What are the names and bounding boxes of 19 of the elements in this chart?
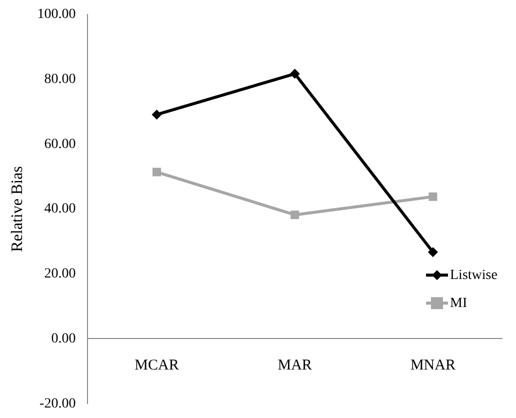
x-tick-label: MNAR (410, 358, 456, 374)
y-tick-label: -20.00 (40, 396, 76, 412)
point (428, 192, 438, 201)
y-tick-label: 40.00 (44, 202, 76, 217)
point (152, 110, 162, 120)
y-tick-label: 80.00 (44, 72, 76, 87)
point (290, 68, 300, 79)
y-tick-label: 100.00 (37, 7, 76, 22)
legend-label: MI (450, 296, 468, 311)
point (290, 210, 300, 220)
y-axis-title: Relative Bias (8, 166, 26, 252)
x-tick-label: MCAR (134, 358, 179, 374)
point (428, 247, 438, 258)
y-tick-label: 20.00 (44, 266, 76, 282)
point (152, 168, 161, 176)
x-tick-label: MAR (278, 358, 312, 374)
y-tick-label: 60.00 (44, 136, 76, 152)
y-tick-label: 0.00 (51, 331, 76, 346)
legend-label: Listwise (450, 268, 498, 283)
